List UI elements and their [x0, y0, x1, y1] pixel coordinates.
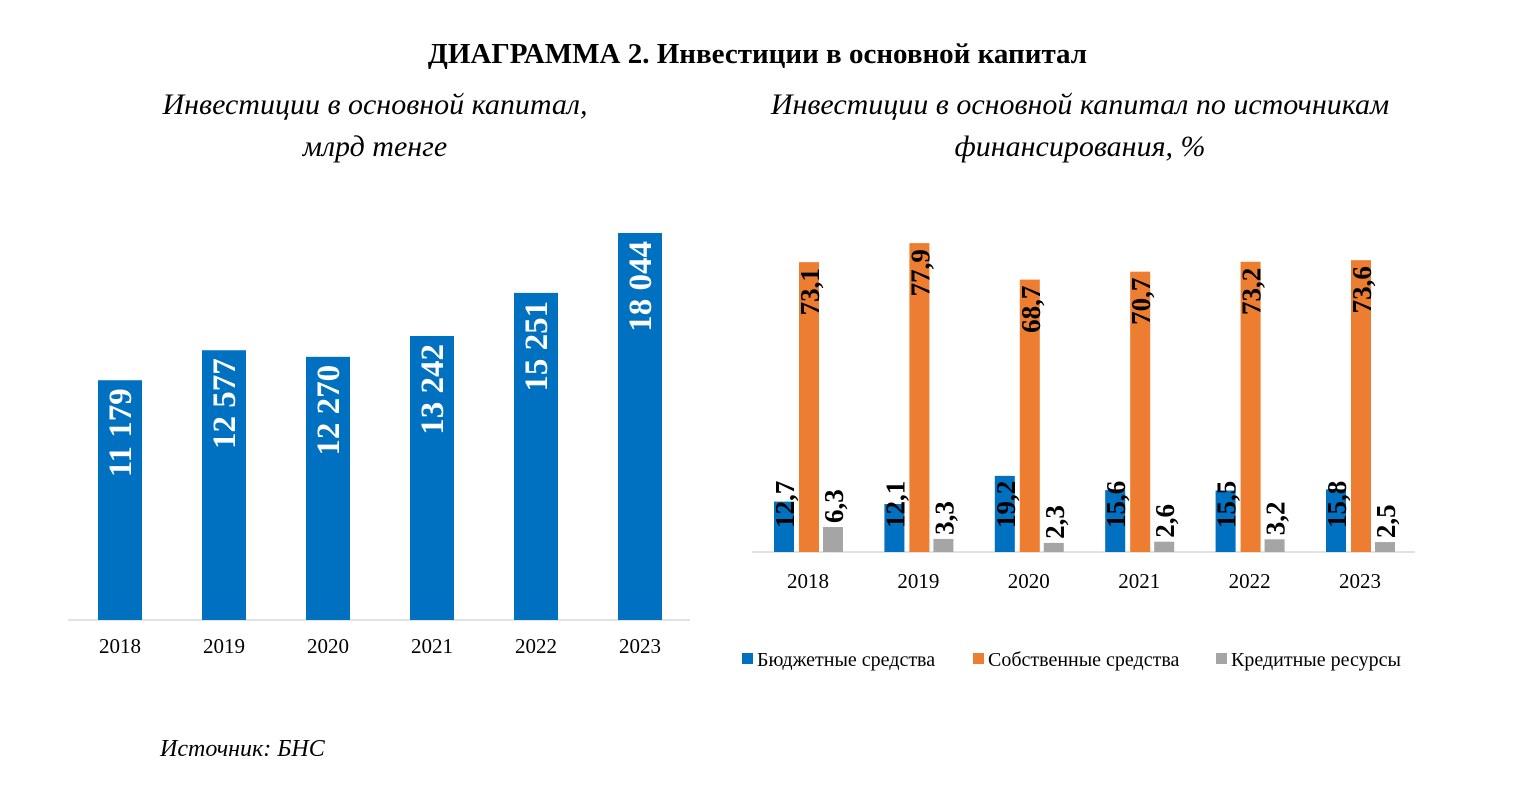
left-bar-2019 — [202, 350, 246, 620]
left-x-tick-2023: 2023 — [619, 634, 661, 658]
right-data-label-1-2023: 73,6 — [1347, 266, 1377, 313]
right-bar-2-2018 — [823, 527, 843, 552]
right-bar-0-2019 — [884, 504, 905, 552]
left-x-tick-2018: 2018 — [99, 634, 141, 658]
right-data-label-2-2018: 6,3 — [819, 489, 849, 523]
right-bar-2-2020 — [1043, 542, 1064, 552]
right-x-tick-2019: 2019 — [897, 569, 939, 593]
left-data-label-2022: 15 251 — [519, 301, 555, 392]
left-bar-2020 — [306, 356, 350, 620]
right-bar-1-2021 — [1130, 271, 1151, 552]
left-data-label-2021: 13 242 — [415, 344, 451, 435]
right-bar-0-2022 — [1215, 490, 1236, 552]
legend-swatch-2 — [1216, 653, 1227, 664]
right-data-label-1-2018: 73,1 — [795, 268, 825, 315]
right-bar-1-2023 — [1351, 260, 1371, 552]
right-data-label-0-2019: 12,1 — [880, 481, 910, 528]
legend-swatch-0 — [742, 653, 753, 664]
left-bar-2018 — [98, 380, 142, 620]
right-x-tick-2023: 2023 — [1339, 569, 1381, 593]
right-bar-1-2019 — [909, 243, 930, 552]
right-bar-1-2022 — [1240, 261, 1261, 552]
right-x-tick-2022: 2022 — [1229, 569, 1271, 593]
left-x-tick-2021: 2021 — [411, 634, 453, 658]
right-bar-2-2022 — [1264, 539, 1285, 552]
right-data-label-2-2022: 3,2 — [1261, 502, 1291, 536]
right-bar-2-2021 — [1154, 541, 1175, 552]
right-data-label-2-2023: 2,5 — [1371, 504, 1401, 538]
right-x-tick-2021: 2021 — [1118, 569, 1160, 593]
legend-label-0: Бюджетные средства — [757, 649, 935, 671]
right-data-label-0-2018: 12,7 — [770, 481, 800, 528]
right-bar-0-2018 — [774, 501, 794, 552]
right-data-label-2-2020: 2,3 — [1040, 505, 1070, 539]
main-title: ДИАГРАММА 2. Инвестиции в основной капит… — [427, 38, 1088, 70]
right-bar-2-2023 — [1375, 542, 1395, 552]
left-bar-2023 — [618, 233, 662, 620]
left-data-label-2018: 11 179 — [103, 388, 139, 477]
left-x-tick-2022: 2022 — [515, 634, 557, 658]
left-x-tick-2019: 2019 — [203, 634, 245, 658]
right-data-label-0-2023: 15,8 — [1322, 481, 1352, 528]
left-title-line-2: млрд тенге — [302, 130, 448, 163]
left-bar-2022 — [514, 292, 558, 620]
right-x-tick-2018: 2018 — [787, 569, 829, 593]
right-bar-0-2021 — [1105, 490, 1126, 552]
right-data-label-2-2019: 3,3 — [929, 501, 959, 535]
right-bar-1-2018 — [799, 262, 819, 552]
right-data-label-1-2019: 77,9 — [905, 249, 935, 296]
right-data-label-1-2021: 70,7 — [1126, 278, 1156, 325]
right-data-label-0-2020: 19,2 — [991, 481, 1021, 528]
left-title-line-1: Инвестиции в основной капитал, — [162, 88, 588, 121]
right-data-label-0-2021: 15,6 — [1101, 481, 1131, 528]
right-bar-1-2020 — [1019, 279, 1040, 552]
right-bar-0-2023 — [1326, 489, 1346, 552]
right-data-label-2-2021: 2,6 — [1150, 504, 1180, 538]
right-data-label-1-2022: 73,2 — [1237, 268, 1267, 315]
source-note: Источник: БНС — [160, 736, 325, 762]
left-x-tick-2020: 2020 — [307, 634, 349, 658]
left-data-label-2019: 12 577 — [207, 358, 243, 449]
left-data-label-2020: 12 270 — [311, 365, 347, 456]
right-title-line-1: Инвестиции в основной капитал по источни… — [770, 88, 1390, 121]
left-bar-2021 — [410, 335, 454, 620]
right-data-label-1-2020: 68,7 — [1016, 286, 1046, 333]
left-data-label-2023: 18 044 — [623, 241, 659, 332]
legend-label-1: Собственные средства — [988, 649, 1180, 671]
right-title-line-2: финансирования, % — [954, 130, 1206, 163]
right-data-label-0-2022: 15,5 — [1212, 481, 1242, 528]
right-chart-title: Инвестиции в основной капитал по источни… — [700, 84, 1460, 168]
legend-swatch-1 — [973, 653, 984, 664]
right-x-tick-2020: 2020 — [1008, 569, 1050, 593]
left-chart-title: Инвестиции в основной капитал, млрд тенг… — [70, 84, 680, 168]
legend-label-2: Кредитные ресурсы — [1231, 649, 1401, 671]
right-bar-0-2020 — [994, 475, 1015, 552]
right-bar-2-2019 — [933, 538, 954, 552]
